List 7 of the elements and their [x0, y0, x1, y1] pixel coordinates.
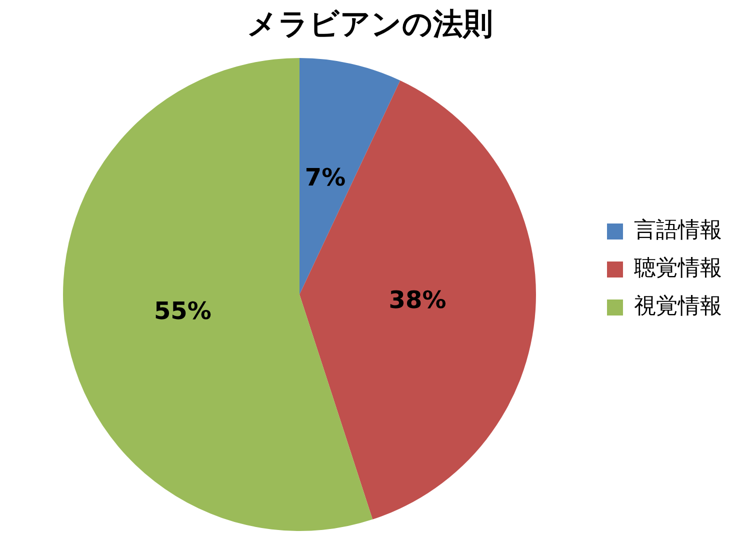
legend-label: 言語情報	[634, 218, 722, 244]
data-label: 55%	[154, 297, 212, 326]
data-label: 38%	[388, 286, 446, 314]
chart-title: メラビアンの法則	[247, 6, 493, 42]
legend-label: 視覚情報	[634, 294, 722, 320]
data-label: 7%	[304, 163, 346, 192]
legend-label: 聴覚情報	[634, 256, 722, 282]
